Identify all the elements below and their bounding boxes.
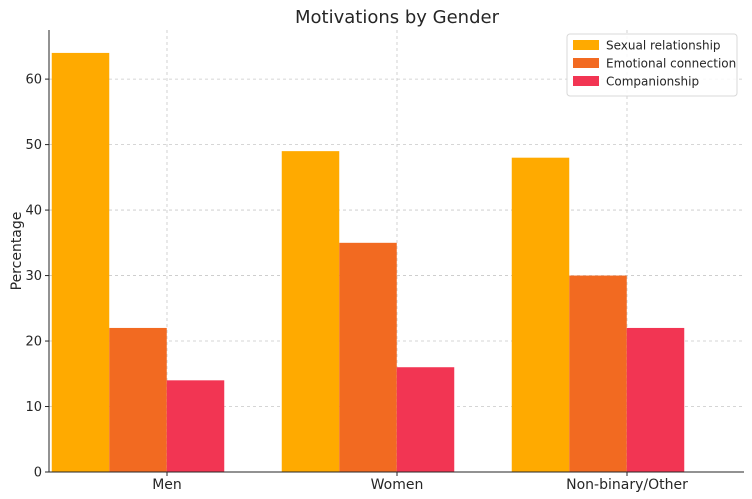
legend-box [566, 33, 738, 97]
chart-title: Motivations by Gender [295, 7, 500, 28]
y-tick-label: 40 [25, 204, 42, 219]
y-tick-label: 60 [25, 73, 42, 88]
bar-2-1 [569, 275, 627, 472]
bar-1-0 [281, 151, 340, 472]
legend-swatch [573, 58, 599, 68]
bar-0-1 [109, 327, 167, 472]
x-tick-label: Women [371, 477, 424, 493]
y-tick-label: 20 [25, 335, 42, 350]
x-tick-label: Non-binary/Other [566, 477, 688, 493]
legend: Sexual relationship Emotional connection C… [566, 33, 738, 97]
x-tick-label: Men [152, 477, 182, 493]
y-tick-label: 0 [34, 466, 42, 481]
y-ticks: 0 10 20 30 40 50 60 [25, 73, 49, 481]
bar-0-2 [166, 380, 225, 472]
bar-1-1 [339, 242, 397, 472]
bar-2-2 [626, 327, 685, 472]
y-tick-label: 50 [25, 138, 42, 153]
bar-2-0 [511, 157, 570, 472]
bar-0-0 [51, 52, 110, 472]
legend-label: Emotional connection [606, 57, 736, 71]
legend-label: Sexual relationship [606, 39, 721, 53]
x-ticks: Men Women Non-binary/Other [152, 472, 688, 493]
y-tick-label: 10 [25, 400, 42, 415]
legend-swatch [573, 76, 599, 86]
bar-1-2 [396, 367, 455, 472]
y-axis-label: Percentage [9, 212, 25, 291]
y-tick-label: 30 [25, 269, 42, 284]
bars [51, 52, 685, 472]
legend-swatch [573, 40, 599, 50]
legend-label: Companionship [606, 75, 699, 89]
